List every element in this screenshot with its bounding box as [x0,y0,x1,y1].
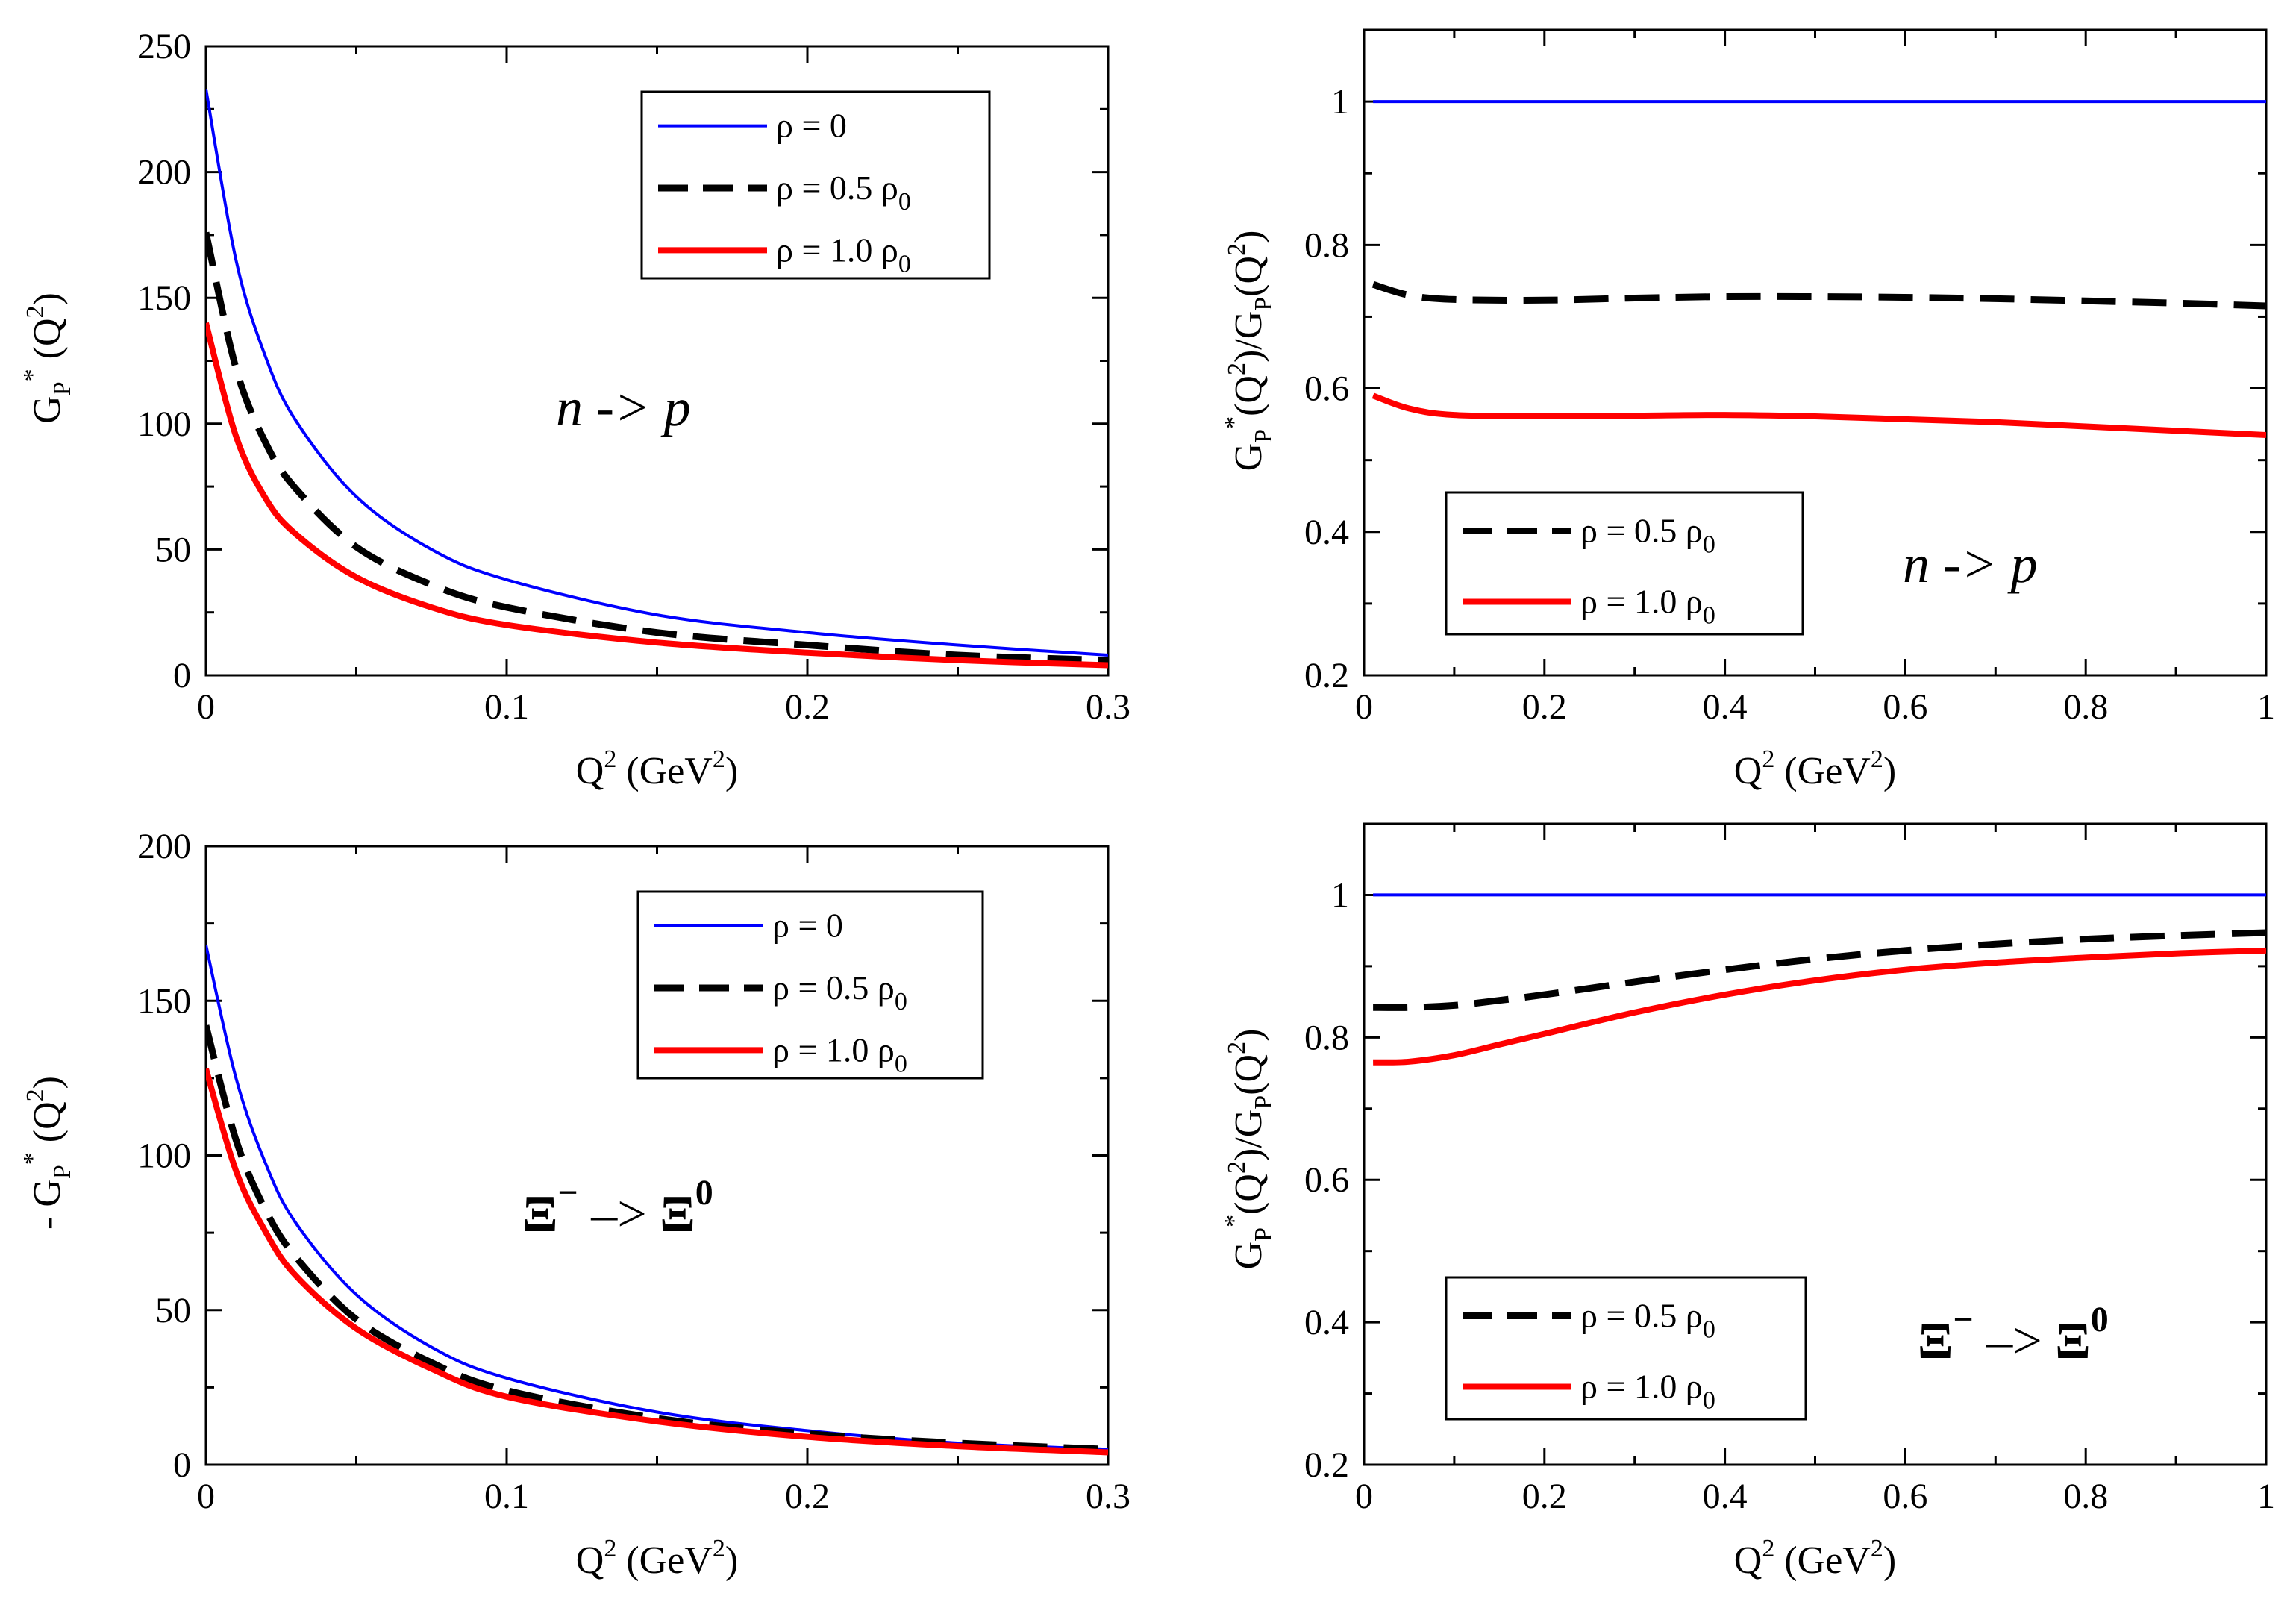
series-rho-1.0 [1373,947,2266,1066]
legend-label: ρ = 0.5 ρ0 [776,169,911,216]
legend-label: ρ = 1.0 ρ0 [1580,1368,1715,1415]
series-rho-1.0 [206,1068,1108,1456]
x-tick-label: 0.2 [1522,687,1567,727]
y-tick-label: 200 [137,827,191,866]
legend-label: ρ = 1.0 ρ0 [772,1030,907,1077]
y-tick-label: 0 [173,656,191,695]
series-rho-0.5 [206,231,1108,664]
x-tick-label: 0.2 [1522,1477,1567,1516]
legend-label: ρ = 0.5 ρ0 [1580,1297,1715,1344]
legend: ρ = 0.5 ρ0 ρ = 1.0 ρ0 [1445,491,1804,636]
x-tick-label: 0 [197,687,215,727]
series-rho-0 [206,88,1108,657]
y-tick-label: 0.4 [1304,513,1349,552]
y-tick-label: 0.8 [1304,1018,1349,1057]
y-tick-label: 1 [1331,82,1349,122]
y-axis-label: GP* (Q2) [19,292,76,424]
series-rho-0.5 [206,1024,1108,1453]
legend-label: ρ = 0.5 ρ0 [1580,512,1715,559]
y-axis-label: GP*(Q2)/GP(Q2) [1220,231,1277,472]
annotation-reaction: n -> p [1903,534,2038,594]
x-tick-label: 0.6 [1883,687,1927,727]
legend-label: ρ = 1.0 ρ0 [776,231,911,278]
y-tick-label: 1 [1331,875,1349,915]
x-axis-label: Q2 (GeV2) [1734,745,1896,792]
y-tick-label: 100 [137,404,191,444]
svg-text:GP*(Q2)/GP(Q2): GP*(Q2)/GP(Q2) [1220,231,1277,472]
x-tick-label: 0 [1355,1477,1373,1516]
x-tick-label: 0.3 [1086,687,1130,727]
y-tick-label: 0.2 [1304,656,1349,695]
annotation-reaction: Ξ− –> Ξ0 [1918,1300,2109,1370]
panel-top-left: 0 0.1 0.2 0.3 0 50 100 150 200 250 Q2 (GeV2) GP* (Q… [19,27,1130,792]
y-tick-label: 0.2 [1304,1445,1349,1485]
y-tick-label: 150 [137,278,191,318]
y-tick-label: 0.6 [1304,369,1349,409]
x-tick-label: 0 [1355,687,1373,727]
panel-bottom-left: 0 0.1 0.2 0.3 0 50 100 150 200 Q2 (GeV2) - GP* (Q2… [19,827,1130,1582]
x-tick-label: 1 [2257,687,2275,727]
annotation-reaction: Ξ− –> Ξ0 [522,1173,713,1243]
legend-label: ρ = 1.0 ρ0 [1580,583,1715,630]
y-tick-label: 200 [137,153,191,193]
series-rho-1.0 [1371,392,2266,438]
x-tick-label: 0 [197,1477,215,1516]
x-tick-label: 0.1 [484,687,529,727]
x-axis-label: Q2 (GeV2) [576,1535,738,1582]
y-axis-label: GP*(Q2)/GP(Q2) [1220,1029,1277,1270]
legend-box [1445,491,1804,636]
legend-label: ρ = 0.5 ρ0 [772,969,907,1016]
x-tick-label: 1 [2257,1477,2275,1516]
x-axis-label: Q2 (GeV2) [576,745,738,792]
svg-text:GP*(Q2)/GP(Q2): GP*(Q2)/GP(Q2) [1220,1029,1277,1270]
x-tick-label: 0.4 [1703,687,1748,727]
legend: ρ = 0 ρ = 0.5 ρ0 ρ = 1.0 ρ0 [640,90,991,280]
y-tick-label: 0 [173,1445,191,1485]
y-tick-label: 0.6 [1304,1160,1349,1200]
y-tick-label: 50 [155,1291,191,1330]
annotation-reaction: n -> p [556,378,691,437]
series-rho-1.0 [206,322,1108,669]
x-tick-label: 0.2 [785,687,830,727]
y-axis-label: - GP* (Q2) [19,1076,76,1230]
x-tick-label: 0.2 [785,1477,830,1516]
y-tick-label: 0.8 [1304,225,1349,265]
x-tick-label: 0.1 [484,1477,529,1516]
x-tick-label: 0.6 [1883,1477,1927,1516]
y-tick-label: 250 [137,27,191,66]
y-tick-label: 100 [137,1136,191,1176]
series-rho-0.5 [1373,929,2266,1011]
legend: ρ = 0 ρ = 0.5 ρ0 ρ = 1.0 ρ0 [636,890,984,1080]
x-tick-label: 0.8 [2063,687,2108,727]
series-rho-0.5 [1371,281,2266,310]
x-tick-label: 0.4 [1703,1477,1748,1516]
x-tick-label: 0.3 [1086,1477,1130,1516]
svg-text:- GP* (Q2): - GP* (Q2) [19,1076,76,1230]
x-axis-label: Q2 (GeV2) [1734,1535,1896,1582]
x-tick-label: 0.8 [2063,1477,2108,1516]
y-tick-label: 150 [137,981,191,1021]
svg-text:GP* (Q2): GP* (Q2) [19,292,76,424]
legend-label: ρ = 0 [772,907,843,945]
legend-box [1445,1276,1807,1421]
y-tick-label: 0.4 [1304,1303,1349,1342]
legend: ρ = 0.5 ρ0 ρ = 1.0 ρ0 [1445,1276,1807,1421]
legend-label: ρ = 0 [776,107,847,145]
y-tick-label: 50 [155,530,191,569]
